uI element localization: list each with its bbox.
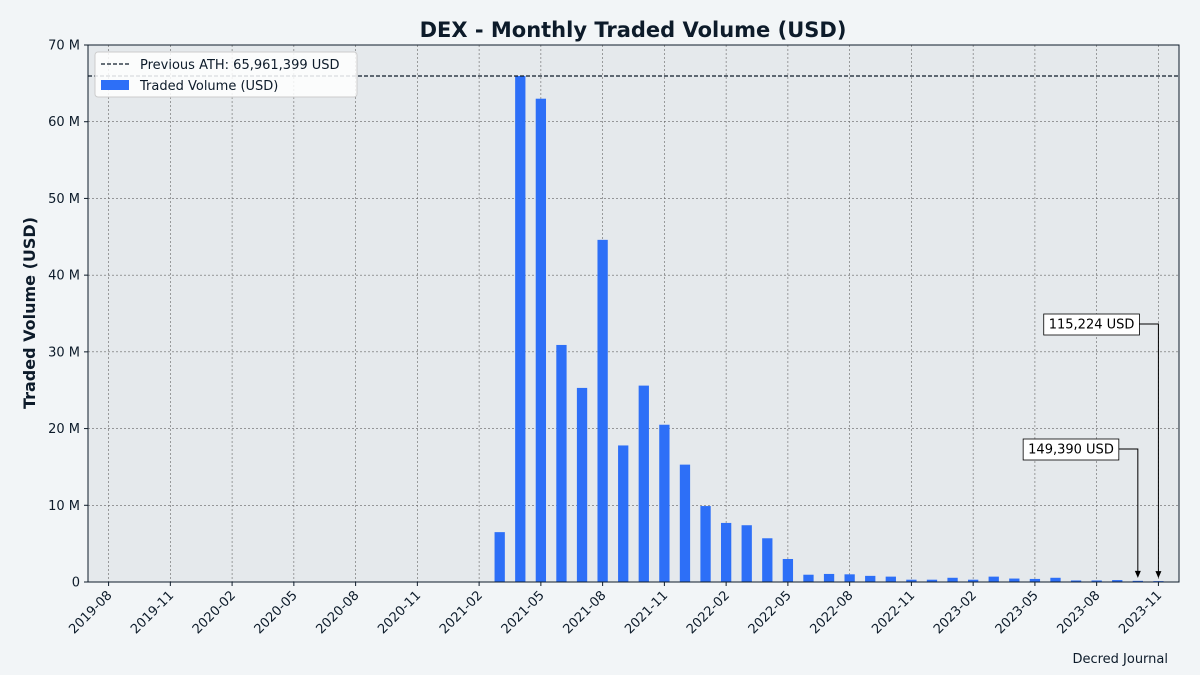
chart-title: DEX - Monthly Traded Volume (USD) [420,18,847,42]
y-axis-label: Traded Volume (USD) [20,217,39,409]
volume-bar [741,525,752,582]
legend-box [94,51,358,98]
volume-bar [1050,577,1061,582]
y-tick-label: 60 M [48,115,80,130]
annotation-arrowhead [1134,570,1141,578]
annotation-arrowhead [1155,571,1162,579]
volume-bar [844,574,855,582]
annotation-arrow-line [1139,323,1159,577]
volume-bar [1009,578,1020,582]
volume-bar [968,579,979,582]
volume-bar [1070,580,1082,582]
volume-bar [720,522,732,582]
volume-bar [638,385,649,582]
source-credit: Decred Journal [1072,652,1168,667]
y-tick-label: 50 M [48,192,80,207]
annotation-arrow-line [1118,448,1139,576]
annotation-label: 115,224 USD [1049,318,1135,333]
volume-bar [906,579,917,582]
volume-bar [865,575,876,582]
volume-bar [700,506,711,582]
y-tick-label: 0 [72,576,80,591]
y-tick-label: 40 M [48,269,80,284]
volume-bar [535,98,547,582]
legend: Previous ATH: 65,961,399 USD Traded Volu… [94,51,358,98]
volume-bar [988,576,999,582]
y-tick-label: 20 M [48,422,80,437]
y-axis: 0 10 M 20 M 30 M 40 M 50 M 60 M 70 M [48,39,88,591]
annotation: 149,390 USD [1022,438,1141,578]
bars [494,75,1164,582]
volume-bar [576,387,588,582]
annotation-label: 149,390 USD [1028,443,1114,458]
volume-bar [1029,578,1041,582]
legend-volume-label: Traded Volume (USD) [139,79,278,94]
volume-bar [659,424,670,582]
volume-bar [803,574,814,582]
volume-bar [679,464,691,582]
volume-bar [1112,580,1123,582]
volume-bar [782,558,794,582]
legend-ath-label: Previous ATH: 65,961,399 USD [140,58,340,73]
volume-bar [1132,580,1143,582]
volume-bar [762,538,773,582]
volume-bar [515,75,526,582]
plot-frame [87,44,1180,583]
y-tick-label: 70 M [48,39,80,54]
y-tick-label: 30 M [48,345,80,360]
volume-bar [597,239,608,582]
volume-bar [618,445,629,582]
y-tick-label: 10 M [48,499,80,514]
volume-bar [494,532,505,582]
volume-bar [556,344,567,582]
volume-bar [926,579,938,582]
volume-bar [885,576,896,582]
annotation: 115,224 USD [1043,313,1162,579]
annotations: 149,390 USD 115,224 USD [1022,313,1162,579]
plot-area [88,45,1179,582]
volume-bar [823,573,835,582]
volume-bar [1091,580,1102,582]
volume-bar [947,577,958,582]
legend-volume-swatch [101,80,129,90]
